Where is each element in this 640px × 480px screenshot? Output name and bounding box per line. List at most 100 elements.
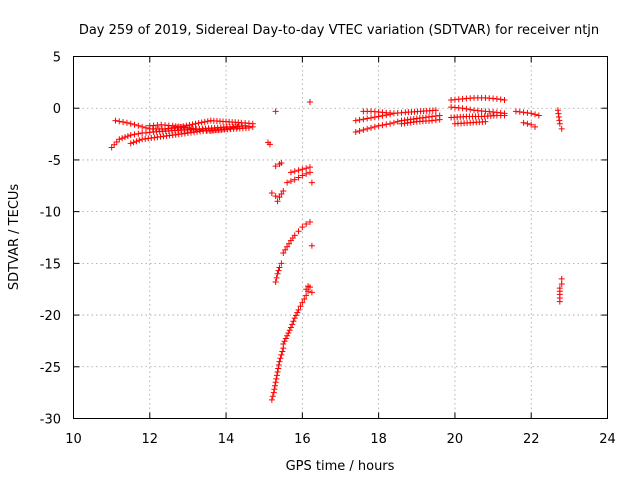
data-point xyxy=(268,396,275,403)
data-point xyxy=(116,118,123,125)
series-arc-q xyxy=(306,99,313,106)
data-point xyxy=(285,329,292,336)
data-point xyxy=(284,243,291,250)
data-point xyxy=(281,338,288,345)
data-point xyxy=(493,95,500,102)
data-point xyxy=(275,365,282,372)
data-point xyxy=(280,250,287,257)
data-point xyxy=(189,121,196,128)
series-arc-y xyxy=(448,112,508,121)
data-point xyxy=(282,246,289,253)
series-arc-ad xyxy=(556,275,565,305)
data-point xyxy=(271,386,278,393)
data-point xyxy=(303,221,310,228)
data-point xyxy=(375,122,382,129)
data-point xyxy=(387,120,394,127)
data-point xyxy=(272,379,279,386)
data-point xyxy=(135,122,142,129)
data-point xyxy=(289,321,296,328)
data-point xyxy=(299,299,306,306)
data-point xyxy=(230,124,237,131)
x-axis-title: GPS time / hours xyxy=(286,459,395,474)
data-point xyxy=(127,120,134,127)
data-point xyxy=(528,121,535,128)
series-arc-t xyxy=(352,111,394,124)
data-point xyxy=(278,191,285,198)
data-point xyxy=(223,125,230,132)
y-tick-labels: 5 0 -5 -10 -15 -20 -25 -30 xyxy=(40,51,61,428)
series-arc-ab xyxy=(520,119,539,130)
data-point xyxy=(356,127,363,134)
data-point xyxy=(274,198,281,205)
data-point xyxy=(303,286,310,293)
data-point xyxy=(111,141,118,148)
data-point xyxy=(520,119,527,126)
data-point xyxy=(459,105,466,112)
data-point xyxy=(532,123,539,130)
data-point xyxy=(352,117,359,124)
data-point xyxy=(482,118,489,125)
data-point xyxy=(273,274,280,281)
data-point xyxy=(268,190,275,197)
data-point xyxy=(116,136,123,143)
data-point xyxy=(291,232,298,239)
data-point xyxy=(501,112,508,119)
data-point xyxy=(287,178,294,185)
series-arc-g xyxy=(303,283,315,296)
data-point xyxy=(287,169,294,176)
data-point xyxy=(497,96,504,103)
data-point xyxy=(272,108,279,115)
data-point xyxy=(139,123,146,130)
series-arc-o xyxy=(265,139,273,148)
data-point xyxy=(286,327,293,334)
x-tick-label: 14 xyxy=(218,432,235,447)
data-point xyxy=(436,116,443,123)
data-point xyxy=(192,126,199,133)
series-arc-s xyxy=(352,112,443,136)
x-tick-label: 10 xyxy=(65,432,82,447)
series-arc-h xyxy=(272,260,285,285)
data-point xyxy=(133,138,140,145)
data-point xyxy=(295,306,302,313)
data-point xyxy=(306,218,313,225)
y-tick-label: -25 xyxy=(40,361,61,376)
data-point xyxy=(306,169,313,176)
series-arc-e xyxy=(268,345,287,403)
data-point xyxy=(130,139,137,146)
axis-ticks xyxy=(73,56,608,419)
data-point xyxy=(184,124,191,131)
data-point xyxy=(364,115,371,122)
data-point xyxy=(276,264,283,271)
chart-title: Day 259 of 2019, Sidereal Day-to-day VTE… xyxy=(79,23,599,38)
series-arc-u xyxy=(360,107,439,117)
data-point xyxy=(535,112,542,119)
data-point xyxy=(198,119,205,126)
data-point xyxy=(226,125,233,132)
data-point xyxy=(272,278,279,285)
data-point xyxy=(245,124,252,131)
data-point xyxy=(272,163,279,170)
data-point xyxy=(299,224,306,231)
data-point xyxy=(364,125,371,132)
y-tick-label: -5 xyxy=(48,154,61,169)
series-arc-p xyxy=(272,108,279,115)
data-point xyxy=(272,382,279,389)
data-point xyxy=(121,134,128,141)
series-arc-m xyxy=(272,160,285,170)
data-point xyxy=(108,144,115,151)
data-point xyxy=(360,126,367,133)
data-point xyxy=(558,275,565,282)
data-point xyxy=(308,289,315,296)
series-arc-f xyxy=(280,288,312,348)
y-tick-label: 5 xyxy=(53,51,61,66)
series-arc-l xyxy=(287,164,313,176)
data-point xyxy=(273,372,280,379)
data-point xyxy=(127,140,134,147)
data-point xyxy=(524,120,531,127)
series-arc-aa xyxy=(512,108,542,119)
data-point xyxy=(371,123,378,130)
data-point xyxy=(532,111,539,118)
data-point xyxy=(201,118,208,125)
data-points xyxy=(108,94,565,403)
